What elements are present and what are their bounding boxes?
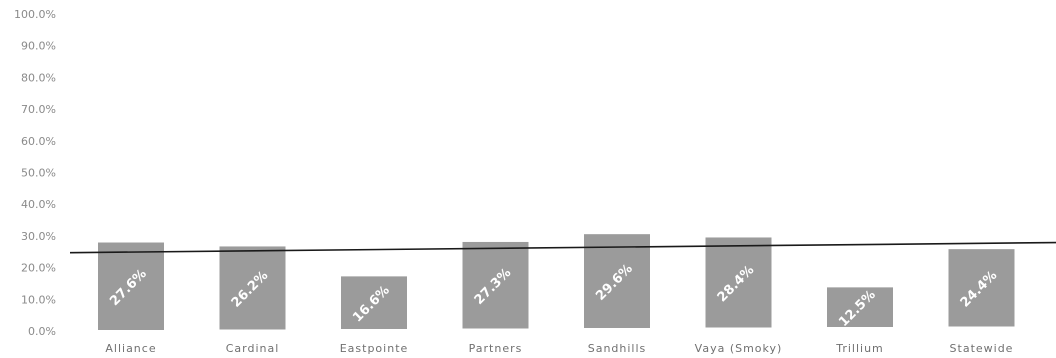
y-tick-label: 90.0%: [21, 40, 56, 53]
x-tick-label: Cardinal: [226, 342, 280, 355]
y-tick-label: 60.0%: [21, 135, 56, 148]
x-tick-label: Vaya (Smoky): [695, 342, 783, 355]
x-tick-label: Trillium: [835, 342, 884, 355]
reference-line: [69, 241, 1056, 254]
x-tick-label: Partners: [469, 342, 523, 355]
y-tick-label: 0.0%: [28, 325, 56, 338]
y-tick-label: 100.0%: [14, 8, 56, 21]
x-tick-label: Eastpointe: [340, 342, 409, 355]
bar: [219, 246, 286, 330]
bar: [705, 237, 772, 328]
bar: [948, 249, 1015, 327]
y-axis: 0.0% 10.0% 20.0% 30.0% 40.0% 50.0% 60.0% 70.0% 8…: [14, 8, 56, 338]
x-tick-label: Statewide: [950, 342, 1014, 355]
x-tick-label: Alliance: [105, 342, 156, 355]
y-tick-label: 30.0%: [21, 230, 56, 243]
bar: [584, 234, 650, 328]
reference-line-layer: [69, 241, 1056, 254]
x-axis: Alliance Cardinal Eastpointe Partners Sandhi…: [105, 342, 1014, 355]
bar: [341, 276, 407, 329]
y-tick-label: 70.0%: [21, 103, 56, 116]
bar: [462, 241, 529, 329]
y-tick-label: 50.0%: [21, 167, 56, 180]
y-tick-label: 80.0%: [21, 71, 56, 84]
x-tick-label: Sandhills: [588, 342, 647, 355]
y-tick-label: 10.0%: [21, 293, 56, 306]
y-tick-label: 40.0%: [21, 198, 56, 211]
bars: [98, 234, 1015, 330]
bar: [98, 242, 164, 330]
y-tick-label: 20.0%: [21, 262, 56, 275]
bar: [827, 287, 893, 327]
